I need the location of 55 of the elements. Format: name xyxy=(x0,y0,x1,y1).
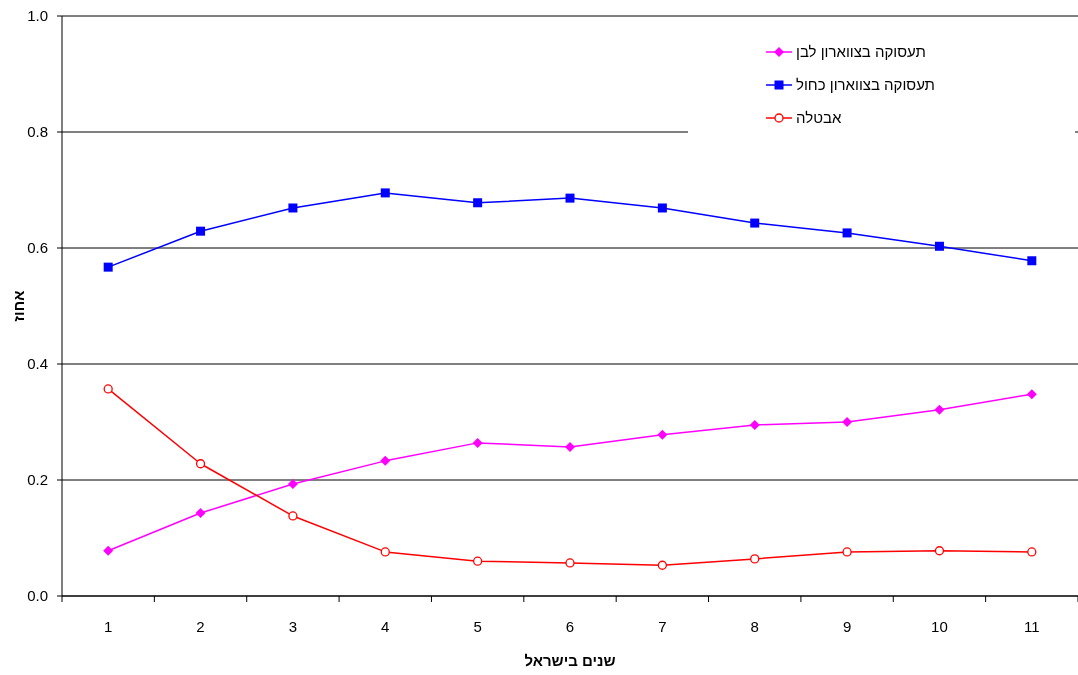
point xyxy=(934,404,945,415)
y-tick-label: 0.0 xyxy=(27,587,48,604)
point xyxy=(934,241,944,251)
y-tick-label: 1.0 xyxy=(27,7,48,24)
point xyxy=(1027,256,1037,266)
point xyxy=(934,546,945,556)
point xyxy=(472,437,483,448)
point xyxy=(288,203,298,213)
point xyxy=(750,218,760,228)
point xyxy=(472,556,483,566)
point xyxy=(565,193,575,203)
legend-label: תעסוקה בצווארון כחול xyxy=(796,76,935,93)
point xyxy=(380,188,390,198)
x-tick-label: 10 xyxy=(931,618,948,635)
point xyxy=(1026,389,1037,400)
x-tick-label: 6 xyxy=(565,618,575,635)
x-tick-label: 3 xyxy=(288,618,298,635)
point xyxy=(657,429,668,440)
point xyxy=(103,384,113,394)
legend-label: אבטלה xyxy=(796,109,842,126)
point xyxy=(195,508,206,519)
x-tick-label: 11 xyxy=(1024,618,1040,635)
y-tick-label: 0.8 xyxy=(27,123,48,140)
point xyxy=(473,198,483,208)
y-tick-label: 0.2 xyxy=(27,471,48,488)
y-axis-title: אחוז xyxy=(10,290,27,322)
legend-label: תעסוקה בצווארון לבן xyxy=(796,43,926,60)
point xyxy=(750,554,760,564)
x-tick-label: 1 xyxy=(104,618,113,635)
point xyxy=(657,560,668,570)
point xyxy=(657,203,667,213)
y-tick-label: 0.4 xyxy=(27,355,48,372)
x-axis-title: שנים בישראל xyxy=(524,652,616,669)
point xyxy=(842,417,853,427)
point xyxy=(842,228,852,238)
point xyxy=(288,511,298,521)
x-tick-label: 5 xyxy=(473,618,482,635)
point xyxy=(103,545,114,556)
x-tick-label: 2 xyxy=(196,618,205,635)
x-tick-label: 4 xyxy=(381,618,390,635)
point xyxy=(380,455,391,466)
point xyxy=(565,558,575,568)
point xyxy=(565,441,575,452)
point xyxy=(195,459,206,469)
point xyxy=(196,226,206,236)
y-tick-label: 0.6 xyxy=(27,239,48,256)
x-tick-label: 7 xyxy=(658,618,667,635)
x-tick-label: 8 xyxy=(750,618,759,635)
point xyxy=(287,479,298,490)
point xyxy=(749,419,760,430)
point xyxy=(842,547,852,557)
point xyxy=(1027,547,1037,557)
x-tick-label: 9 xyxy=(842,618,852,635)
point xyxy=(380,547,390,557)
point xyxy=(103,262,113,272)
